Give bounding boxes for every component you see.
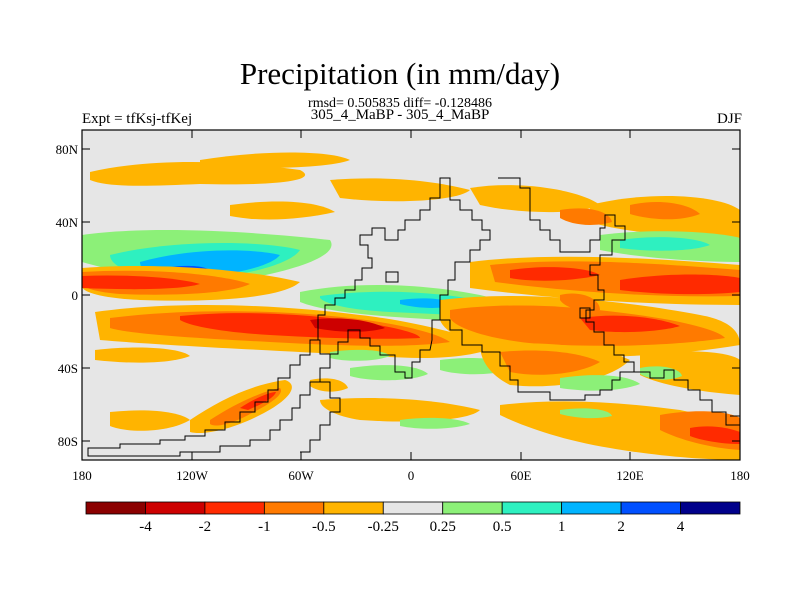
colorbar-label: -4 xyxy=(139,519,152,535)
coastline-south-america xyxy=(87,339,338,457)
coastline-americas xyxy=(317,177,491,379)
colorbar-label: 4 xyxy=(676,519,685,535)
anomaly-patch xyxy=(470,185,600,213)
colorbar-label: -2 xyxy=(198,519,212,535)
colorbar-swatch xyxy=(680,501,741,515)
precip-field xyxy=(82,152,740,460)
anomaly-patch xyxy=(400,417,470,429)
anomaly-patch xyxy=(200,152,350,168)
colorbar-swatch xyxy=(442,501,503,515)
lon-tick-label: 60E xyxy=(510,468,532,483)
anomaly-patch xyxy=(350,365,428,381)
colorbar-label: 2 xyxy=(617,519,625,535)
anomaly-patch xyxy=(620,237,710,251)
anomaly-patch xyxy=(95,347,190,363)
experiment-label: Expt = tfKsj-tfKej xyxy=(82,111,193,127)
axis-ticks xyxy=(82,130,740,460)
anomaly-patch xyxy=(560,408,612,419)
lat-tick-label: 80S xyxy=(57,434,78,449)
anomaly-patch xyxy=(82,235,115,248)
chart-title: Precipitation (in mm/day) xyxy=(239,56,561,91)
lon-tick-label: 180 xyxy=(72,468,92,483)
colorbar-label: -0.25 xyxy=(367,519,399,535)
lon-tick-label: 180 xyxy=(730,468,750,483)
anomaly-patch xyxy=(320,398,480,422)
anomaly-patch xyxy=(560,208,612,225)
anomaly-patch xyxy=(330,349,390,361)
season-label: DJF xyxy=(716,111,742,127)
colorbar-swatch xyxy=(561,501,622,515)
lon-tick-label: 60W xyxy=(288,468,314,483)
anomaly-patch xyxy=(510,267,600,281)
anomaly-patch xyxy=(230,201,335,220)
colorbar-label: -0.5 xyxy=(311,519,336,535)
colorbar-swatch xyxy=(263,501,325,515)
coastline-africa xyxy=(498,177,740,426)
anomaly-patch xyxy=(580,315,680,333)
anomaly-patch xyxy=(82,275,200,290)
lon-tick-label: 120E xyxy=(616,468,644,483)
anomaly-patch xyxy=(330,178,470,202)
colorbar-label: 1 xyxy=(557,519,566,535)
colorbar-label: -1 xyxy=(258,519,271,535)
coastline-island xyxy=(385,271,399,283)
anomaly-patch xyxy=(500,350,600,375)
anomaly-patch xyxy=(630,201,700,220)
coastlines xyxy=(87,177,740,457)
colorbar xyxy=(85,501,741,515)
colorbar-swatch xyxy=(382,501,444,515)
colorbar-swatch xyxy=(204,501,265,515)
colorbar-swatch xyxy=(501,501,563,515)
colorbar-swatch xyxy=(145,501,206,515)
lat-tick-label: 40N xyxy=(55,215,78,230)
coastline-australia-asia xyxy=(440,319,634,401)
lat-tick-label: 0 xyxy=(71,288,79,303)
colorbar-swatch xyxy=(620,501,681,515)
colorbar-swatch xyxy=(323,501,384,515)
colorbar-label: 0.25 xyxy=(429,519,456,535)
anomaly-patch xyxy=(310,318,385,332)
anomaly-patch xyxy=(560,293,600,312)
coastline-island xyxy=(579,307,591,319)
colorbar-label: 0.5 xyxy=(492,519,512,535)
anomaly-patch xyxy=(110,410,190,431)
anomaly-patch xyxy=(690,426,740,444)
anomaly-patch xyxy=(640,351,740,395)
lat-tick-label: 80N xyxy=(55,142,78,157)
anomaly-patch xyxy=(620,274,740,295)
coastline-antarctic-peninsula xyxy=(300,381,341,453)
lat-tick-label: 40S xyxy=(57,361,78,376)
models-line: 305_4_MaBP - 305_4_MaBP xyxy=(310,107,490,123)
anomaly-patch xyxy=(240,392,276,410)
lon-tick-label: 120W xyxy=(176,468,208,483)
statistics-line: rmsd= 0.505835 diff= -0.128486 xyxy=(308,96,492,111)
lon-tick-label: 0 xyxy=(407,468,415,483)
colorbar-swatch xyxy=(85,501,146,515)
